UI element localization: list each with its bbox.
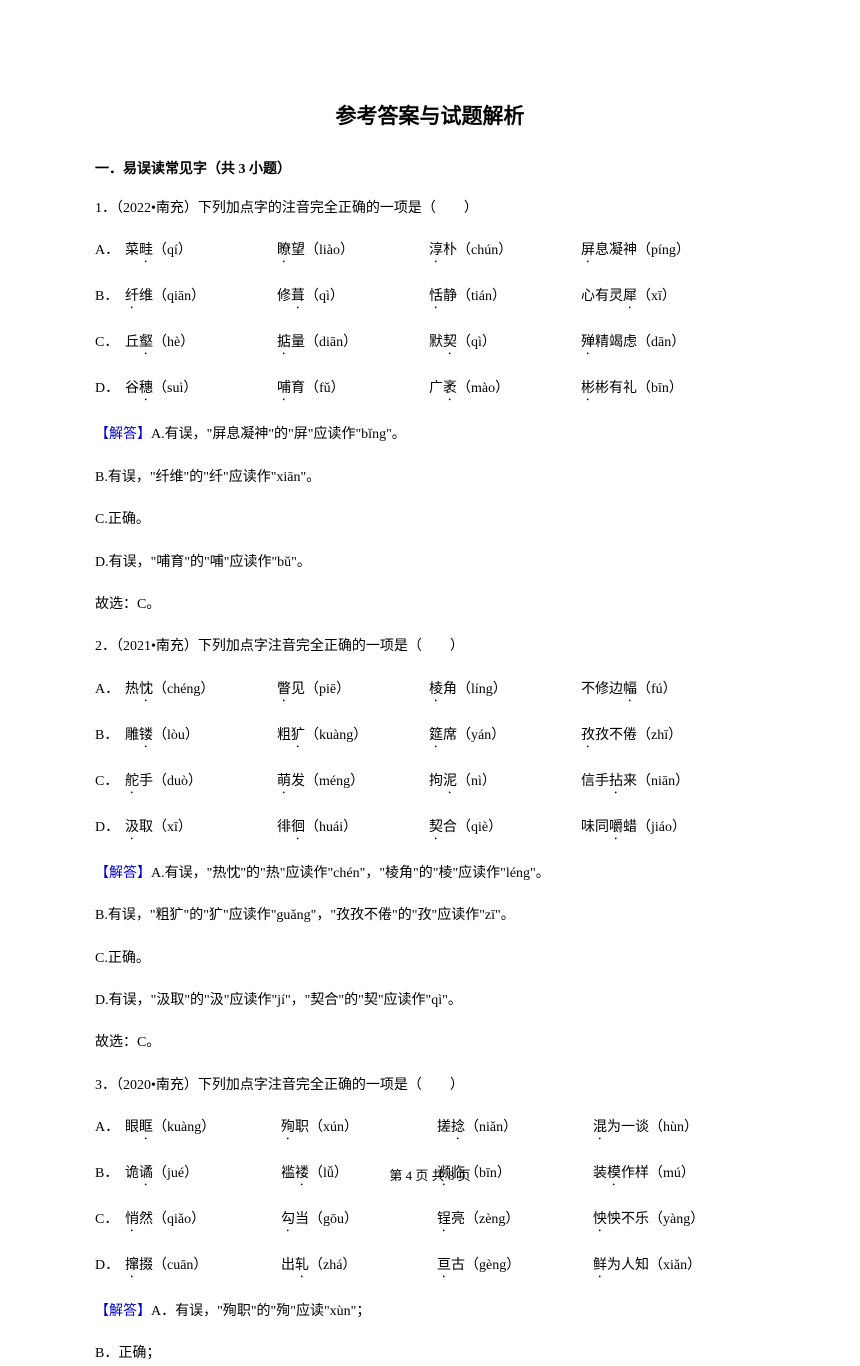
q1-stem: 1．（2022•南充）下列加点字的注音完全正确的一项是（ ）	[95, 198, 765, 220]
opt-col: 瞭望（liào）	[277, 240, 429, 266]
opt-col: 谷穗（suì）	[125, 378, 277, 404]
opt-col: 汲取（xī）	[125, 817, 277, 843]
opt-label: C．	[95, 771, 125, 797]
opt-label: A．	[95, 240, 125, 266]
opt-col: 心有灵犀（xī）	[581, 286, 765, 312]
opt-label: B．	[95, 286, 125, 312]
opt-col: 搓捻（niǎn）	[437, 1117, 593, 1143]
opt-col: 筵席（yán）	[429, 725, 581, 751]
opt-col: 恬静（tián）	[429, 286, 581, 312]
opt-col: 哺育（fǔ）	[277, 378, 429, 404]
q3-opt-a: A． 眼眶（kuàng） 殉职（xún） 搓捻（niǎn） 混为一谈（hùn）	[95, 1117, 765, 1143]
opt-col: 修葺（qì）	[277, 286, 429, 312]
opt-col: 屏息凝神（píng）	[581, 240, 765, 266]
opt-col: 彬彬有礼（bīn）	[581, 378, 765, 404]
opt-col: 掂量（diān）	[277, 332, 429, 358]
q2-answer-d: D.有误，"汲取"的"汲"应读作"jí"，"契合"的"契"应读作"qì"。	[95, 990, 765, 1012]
opt-col: 不修边幅（fú）	[581, 679, 765, 705]
opt-col: 殉职（xún）	[281, 1117, 437, 1143]
opt-col: 味同嚼蜡（jiáo）	[581, 817, 765, 843]
opt-label: A．	[95, 679, 125, 705]
opt-col: 出轧（zhá）	[281, 1255, 437, 1281]
opt-label: D．	[95, 1255, 125, 1281]
q1-answer-d: D.有误，"哺育"的"哺"应读作"bǔ"。	[95, 552, 765, 574]
opt-col: 怏怏不乐（yàng）	[593, 1209, 765, 1235]
answer-label: 【解答】	[95, 1304, 151, 1319]
opt-label: A．	[95, 1117, 125, 1143]
opt-label: D．	[95, 378, 125, 404]
q2-opt-c: C． 舵手（duò） 萌发（méng） 拘泥（nì） 信手拈来（niān）	[95, 771, 765, 797]
section-header: 一．易误读常见字（共 3 小题）	[95, 158, 765, 178]
q1-opt-b: B． 纤维（qiān） 修葺（qì） 恬静（tián） 心有灵犀（xī）	[95, 286, 765, 312]
q2-opt-d: D． 汲取（xī） 徘徊（huái） 契合（qiè） 味同嚼蜡（jiáo）	[95, 817, 765, 843]
opt-col: 瞥见（piē）	[277, 679, 429, 705]
q2-opt-b: B． 雕镂（lòu） 粗犷（kuàng） 筵席（yán） 孜孜不倦（zhī）	[95, 725, 765, 751]
opt-col: 纤维（qiān）	[125, 286, 277, 312]
page-title: 参考答案与试题解析	[95, 100, 765, 130]
page-footer: 第 4 页 共 8 页	[0, 1165, 860, 1184]
q2-answer-b: B.有误，"粗犷"的"犷"应读作"guǎng"，"孜孜不倦"的"孜"应读作"zī…	[95, 905, 765, 927]
q2-answer-a: 【解答】A.有误，"热忱"的"热"应读作"chén"，"棱角"的"棱"应读作"l…	[95, 863, 765, 885]
opt-col: 殚精竭虑（dān）	[581, 332, 765, 358]
q1-opt-a: A． 菜畦（qí） 瞭望（liào） 淳朴（chún） 屏息凝神（píng）	[95, 240, 765, 266]
opt-col: 勾当（gōu）	[281, 1209, 437, 1235]
q3-stem: 3．（2020•南充）下列加点字注音完全正确的一项是（ ）	[95, 1075, 765, 1097]
q1-answer-b: B.有误，"纤维"的"纤"应读作"xiān"。	[95, 467, 765, 489]
opt-label: C．	[95, 332, 125, 358]
q2-answer-c: C.正确。	[95, 948, 765, 970]
opt-col: 广袤（mào）	[429, 378, 581, 404]
q3-opt-d: D． 撺掇（cuān） 出轧（zhá） 亘古（gèng） 鲜为人知（xiǎn）	[95, 1255, 765, 1281]
opt-col: 舵手（duò）	[125, 771, 277, 797]
opt-col: 萌发（méng）	[277, 771, 429, 797]
opt-col: 徘徊（huái）	[277, 817, 429, 843]
opt-col: 眼眶（kuàng）	[125, 1117, 281, 1143]
opt-col: 拘泥（nì）	[429, 771, 581, 797]
opt-col: 信手拈来（niān）	[581, 771, 765, 797]
opt-label: B．	[95, 725, 125, 751]
q1-answer-sel: 故选：C。	[95, 594, 765, 616]
opt-col: 菜畦（qí）	[125, 240, 277, 266]
q3-answer-a: 【解答】A．有误，"殉职"的"殉"应读"xùn"；	[95, 1301, 765, 1323]
opt-label: C．	[95, 1209, 125, 1235]
q2-opt-a: A． 热忱（chéng） 瞥见（piē） 棱角（líng） 不修边幅（fú）	[95, 679, 765, 705]
answer-label: 【解答】	[95, 427, 151, 442]
opt-col: 混为一谈（hùn）	[593, 1117, 765, 1143]
opt-col: 撺掇（cuān）	[125, 1255, 281, 1281]
opt-col: 淳朴（chún）	[429, 240, 581, 266]
q3-opt-c: C． 悄然（qiǎo） 勾当（gōu） 锃亮（zèng） 怏怏不乐（yàng）	[95, 1209, 765, 1235]
opt-label: D．	[95, 817, 125, 843]
opt-col: 丘壑（hè）	[125, 332, 277, 358]
opt-col: 锃亮（zèng）	[437, 1209, 593, 1235]
q2-answer-sel: 故选：C。	[95, 1032, 765, 1054]
opt-col: 孜孜不倦（zhī）	[581, 725, 765, 751]
q1-opt-c: C． 丘壑（hè） 掂量（diān） 默契（qì） 殚精竭虑（dān）	[95, 332, 765, 358]
opt-col: 粗犷（kuàng）	[277, 725, 429, 751]
opt-col: 雕镂（lòu）	[125, 725, 277, 751]
q1-opt-d: D． 谷穗（suì） 哺育（fǔ） 广袤（mào） 彬彬有礼（bīn）	[95, 378, 765, 404]
answer-label: 【解答】	[95, 866, 151, 881]
opt-col: 悄然（qiǎo）	[125, 1209, 281, 1235]
q1-answer-c: C.正确。	[95, 509, 765, 531]
opt-col: 亘古（gèng）	[437, 1255, 593, 1281]
opt-col: 契合（qiè）	[429, 817, 581, 843]
q1-answer-a: 【解答】A.有误，"屏息凝神"的"屏"应读作"bǐng"。	[95, 424, 765, 446]
opt-col: 棱角（líng）	[429, 679, 581, 705]
q2-stem: 2．（2021•南充）下列加点字注音完全正确的一项是（ ）	[95, 636, 765, 658]
q3-answer-b: B．正确；	[95, 1343, 765, 1365]
opt-col: 默契（qì）	[429, 332, 581, 358]
opt-col: 鲜为人知（xiǎn）	[593, 1255, 765, 1281]
opt-col: 热忱（chéng）	[125, 679, 277, 705]
